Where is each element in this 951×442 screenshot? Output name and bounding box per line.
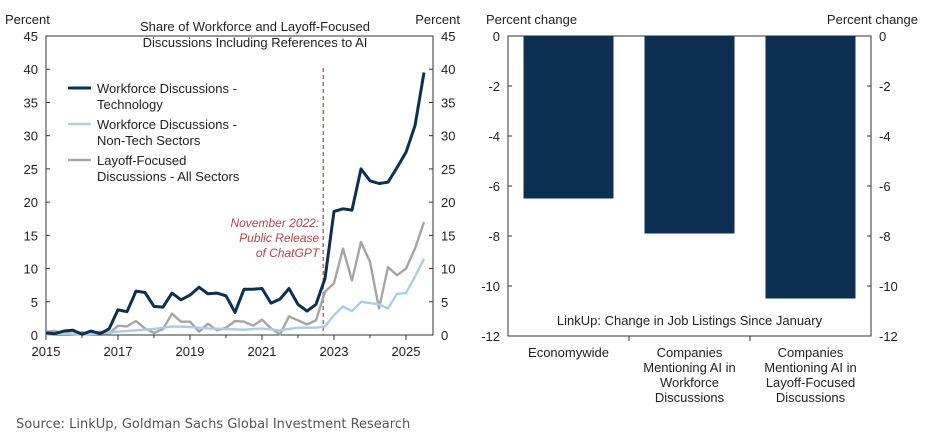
line-chart-title: Discussions Including References to AI [143, 35, 368, 50]
legend-label: Workforce Discussions - [97, 117, 237, 132]
left-y-tick-label: -6 [488, 179, 500, 194]
x-tick-label: 2017 [104, 344, 133, 359]
bar-chart-title: LinkUp: Change in Job Listings Since Jan… [557, 313, 823, 328]
left-y-tick-label: 30 [24, 129, 38, 144]
left-y-tick-label: -10 [481, 279, 500, 294]
source-note: Source: LinkUp, Goldman Sachs Global Inv… [16, 417, 411, 432]
right-y-tick-label: 15 [441, 228, 455, 243]
right-y-tick-label: 10 [441, 262, 455, 277]
chatgpt-annotation: November 2022: [230, 216, 319, 230]
legend-label: Discussions - All Sectors [97, 169, 240, 184]
right-y-tick-label: 25 [441, 162, 455, 177]
x-tick-label: 2021 [248, 344, 277, 359]
bar [644, 36, 735, 234]
right-y-tick-label: -12 [879, 329, 898, 344]
x-tick-label: 2015 [32, 344, 61, 359]
left-y-tick-label: 25 [24, 162, 38, 177]
bar-category-label: Economywide [528, 345, 609, 360]
x-tick-label: 2025 [392, 344, 421, 359]
left-y-tick-label: 20 [24, 195, 38, 210]
left-y-axis-label: Percent [5, 12, 50, 27]
right-y-tick-label: 0 [441, 328, 448, 343]
right-y-tick-label: -10 [879, 279, 898, 294]
legend-label: Non-Tech Sectors [97, 133, 201, 148]
series-line-1 [45, 72, 426, 336]
bar-category-label: Discussions [776, 390, 846, 405]
right-y-tick-label: -6 [879, 179, 891, 194]
right-y-tick-label: 20 [441, 195, 455, 210]
right-y-tick-label: 0 [879, 29, 886, 44]
right-y-tick-label: 40 [441, 62, 455, 77]
right-y-tick-label: 30 [441, 129, 455, 144]
right-y-tick-label: -4 [879, 129, 891, 144]
chatgpt-annotation: Public Release [239, 231, 319, 245]
line-plot-frame [45, 35, 434, 336]
series-line-2 [45, 258, 426, 336]
series-line-3 [45, 221, 426, 336]
bar-category-label: Mentioning AI in [643, 360, 736, 375]
right-y-tick-label: 5 [441, 295, 448, 310]
left-y-tick-label: 0 [493, 29, 500, 44]
legend-label: Technology [97, 97, 163, 112]
chatgpt-annotation: of ChatGPT [256, 246, 321, 260]
left-y-tick-label: 40 [24, 62, 38, 77]
left-y-tick-label: -2 [488, 79, 500, 94]
right-y-tick-label: 45 [441, 29, 455, 44]
legend-label: Workforce Discussions - [97, 81, 237, 96]
bar-category-label: Discussions [655, 390, 725, 405]
right-y-tick-label: -8 [879, 229, 891, 244]
bar [765, 36, 856, 299]
x-tick-label: 2023 [320, 344, 349, 359]
bar-category-label: Layoff-Focused [766, 375, 855, 390]
left-y-tick-label: -4 [488, 129, 500, 144]
left-y-tick-label: 10 [24, 262, 38, 277]
bar-category-label: Mentioning AI in [764, 360, 857, 375]
bar-category-label: Workforce [660, 375, 719, 390]
left-y-tick-label: 15 [24, 228, 38, 243]
left-y-tick-label: 45 [24, 29, 38, 44]
left-y-tick-label: 5 [31, 295, 38, 310]
left-y-tick-label: -8 [488, 229, 500, 244]
legend-label: Layoff-Focused [97, 153, 186, 168]
right-y-axis-label: Percent [415, 12, 460, 27]
line-chart-title: Share of Workforce and Layoff-Focused [140, 19, 370, 34]
right-y-axis-label: Percent change [827, 12, 918, 27]
left-y-axis-label: Percent change [486, 12, 577, 27]
left-y-tick-label: -12 [481, 329, 500, 344]
right-y-tick-label: 35 [441, 95, 455, 110]
right-y-tick-label: -2 [879, 79, 891, 94]
bar-category-label: Companies [778, 345, 844, 360]
bar-category-label: Companies [657, 345, 723, 360]
bar [523, 36, 614, 199]
left-y-tick-label: 0 [31, 328, 38, 343]
left-y-tick-label: 35 [24, 95, 38, 110]
x-tick-label: 2019 [176, 344, 205, 359]
